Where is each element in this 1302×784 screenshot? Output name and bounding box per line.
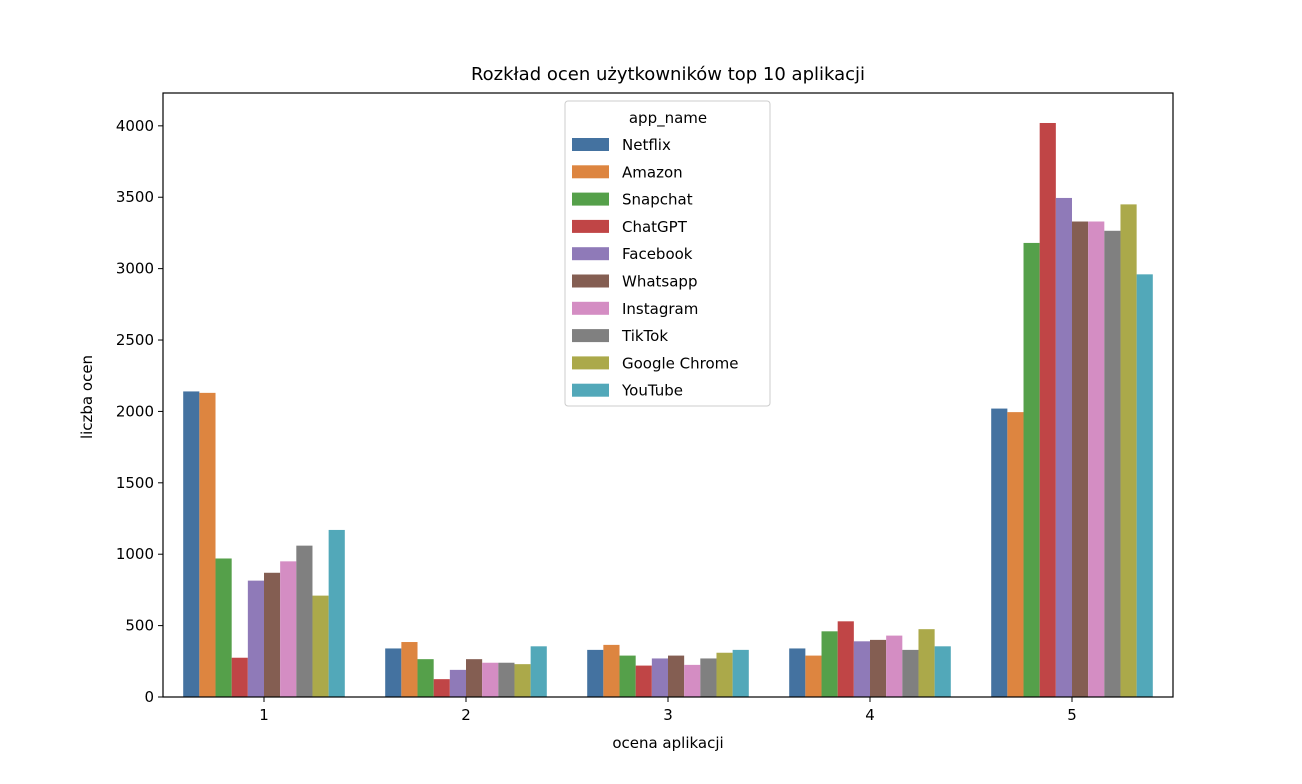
bar-chatgpt-3 [635, 665, 652, 697]
bar-amazon-5 [1007, 412, 1024, 697]
legend-swatch [572, 274, 609, 288]
legend-label: Instagram [622, 300, 698, 318]
bar-snapchat-4 [821, 631, 838, 697]
bar-chatgpt-2 [433, 679, 450, 697]
legend-swatch [572, 165, 609, 179]
legend-box [564, 100, 771, 407]
bar-facebook-5 [1055, 197, 1072, 697]
y-tick-label: 1000 [116, 545, 154, 563]
bar-chatgpt-5 [1039, 122, 1056, 698]
legend-label: Netflix [622, 136, 671, 154]
legend-swatch [572, 383, 609, 397]
bar-tiktok-4 [902, 649, 919, 697]
bar-netflix-5 [991, 408, 1008, 697]
bar-whatsapp-5 [1072, 221, 1089, 697]
legend: app_name Netflix Amazon Snapchat ChatGPT Fac… [564, 100, 771, 407]
bar-youtube-3 [732, 649, 749, 697]
bar-facebook-2 [449, 669, 466, 697]
y-tick-label: 1500 [116, 474, 154, 492]
y-tick-label: 3500 [116, 188, 154, 206]
bar-instagram-3 [684, 664, 701, 697]
chart-title: Rozkład ocen użytkowników top 10 aplikac… [471, 64, 865, 85]
legend-label: Whatsapp [622, 273, 697, 291]
bar-amazon-1 [199, 392, 216, 697]
bar-instagram-2 [482, 662, 499, 697]
x-tick-label: 1 [259, 706, 269, 724]
y-tick-label: 0 [144, 688, 154, 706]
legend-swatch [572, 138, 609, 151]
bar-chatgpt-4 [837, 621, 854, 697]
bar-snapchat-3 [619, 655, 636, 697]
x-tick-label: 3 [663, 706, 673, 724]
legend-swatch [572, 192, 609, 206]
bar-youtube-5 [1136, 274, 1153, 697]
legend-title: app_name [629, 109, 707, 128]
bar-netflix-1 [183, 391, 200, 697]
y-tick-label: 2500 [116, 331, 154, 349]
legend-swatch [572, 329, 609, 343]
x-tick-label: 4 [865, 706, 875, 724]
y-tick-label: 2000 [116, 402, 154, 420]
bar-google-chrome-5 [1120, 204, 1137, 697]
legend-swatch [572, 356, 609, 370]
x-tick-label: 2 [461, 706, 471, 724]
x-axis-label: ocena aplikacji [612, 734, 723, 752]
bar-youtube-1 [328, 529, 345, 697]
bar-google-chrome-1 [312, 595, 329, 697]
bar-whatsapp-4 [870, 639, 887, 697]
bar-amazon-3 [603, 644, 620, 697]
plot-frame [162, 92, 1174, 698]
bar-snapchat-2 [417, 659, 434, 697]
bars-group [183, 122, 1153, 698]
bar-amazon-2 [401, 642, 418, 697]
bar-netflix-2 [385, 648, 402, 697]
bar-google-chrome-2 [514, 664, 531, 697]
y-tick-label: 4000 [116, 117, 154, 135]
bar-facebook-1 [247, 580, 264, 697]
bar-google-chrome-3 [716, 652, 733, 697]
y-tick-label: 3000 [116, 260, 154, 278]
legend-label: TikTok [621, 327, 668, 345]
bar-facebook-3 [651, 658, 668, 697]
bar-tiktok-5 [1104, 230, 1121, 698]
legend-swatch [572, 301, 609, 315]
legend-label: ChatGPT [622, 218, 688, 236]
y-axis: 0 500 1000 1500 2000 2500 3000 3500 4000 [116, 117, 163, 706]
legend-swatch [572, 247, 609, 261]
x-tick-label: 5 [1067, 706, 1077, 724]
bar-tiktok-3 [700, 658, 717, 697]
bar-tiktok-2 [498, 662, 515, 697]
bar-snapchat-1 [215, 558, 232, 697]
bar-facebook-4 [853, 641, 870, 697]
bar-tiktok-1 [296, 545, 313, 697]
bar-youtube-4 [934, 646, 951, 697]
y-axis-label: liczba ocen [78, 355, 96, 439]
legend-items: Netflix Amazon Snapchat ChatGPT Facebook What… [572, 136, 739, 400]
bar-instagram-4 [886, 635, 903, 697]
y-tick-label: 500 [125, 617, 154, 635]
bar-amazon-4 [805, 655, 822, 697]
legend-label: Amazon [622, 163, 683, 181]
bar-netflix-3 [587, 649, 604, 697]
bar-instagram-5 [1088, 221, 1105, 697]
legend-label: Google Chrome [622, 354, 739, 372]
legend-label: YouTube [621, 382, 683, 400]
bar-instagram-1 [280, 561, 297, 697]
bar-whatsapp-2 [466, 659, 483, 697]
legend-swatch [572, 219, 609, 233]
legend-label: Facebook [622, 245, 693, 263]
bar-youtube-2 [530, 646, 547, 697]
bar-netflix-4 [789, 648, 806, 697]
bar-google-chrome-4 [918, 629, 935, 697]
bar-snapchat-5 [1023, 242, 1040, 697]
bar-whatsapp-1 [264, 572, 281, 697]
bar-chatgpt-1 [231, 657, 248, 697]
bar-whatsapp-3 [668, 655, 685, 697]
legend-label: Snapchat [622, 191, 693, 209]
x-axis: 1 2 3 4 5 [259, 697, 1077, 724]
